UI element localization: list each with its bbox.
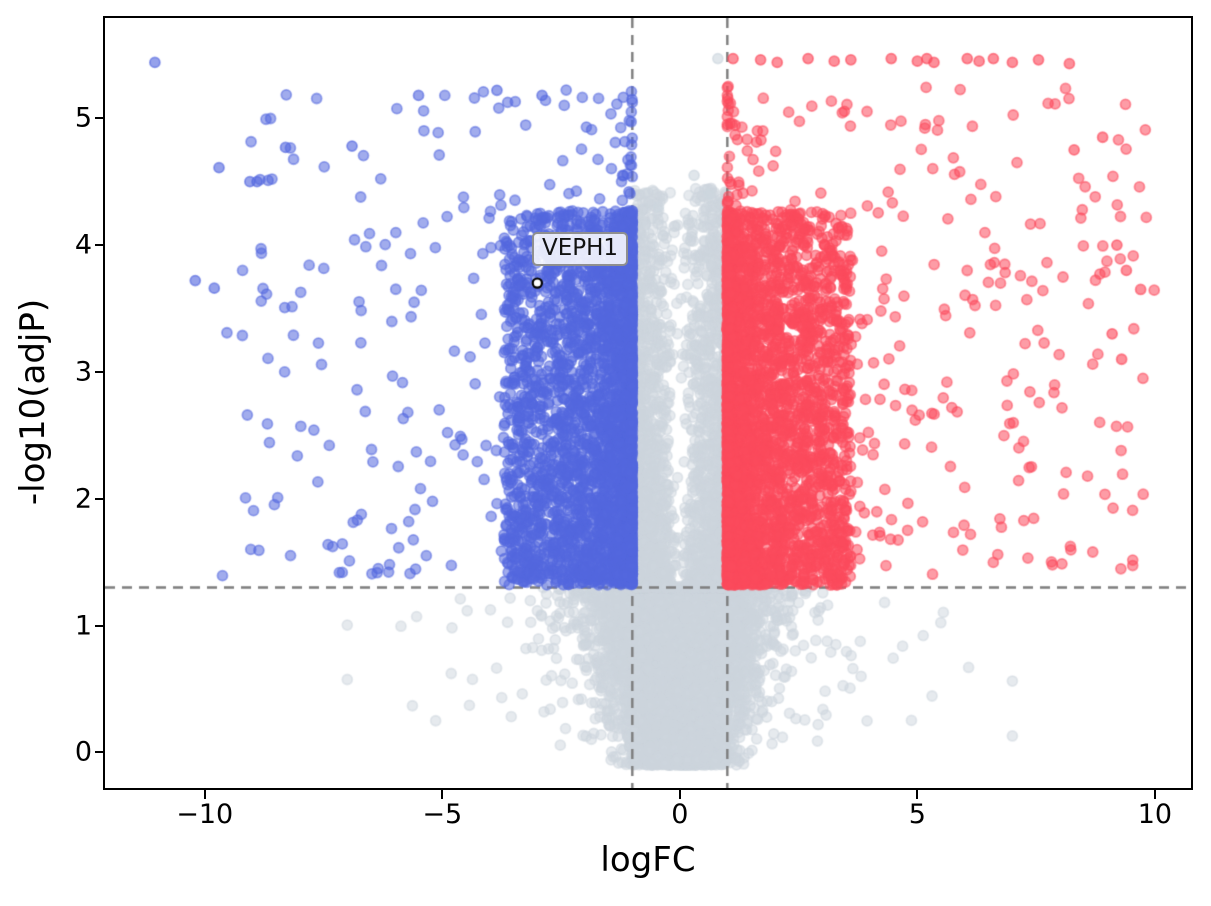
y-tick-label: 5 [74, 102, 92, 134]
x-tick-mark [1153, 790, 1156, 799]
y-tick-mark [95, 624, 104, 627]
scatter-canvas [105, 18, 1191, 788]
x-tick-label: −5 [422, 799, 463, 830]
x-tick-label: 0 [671, 799, 689, 830]
plot-area [103, 16, 1193, 790]
x-tick-mark [441, 790, 444, 799]
y-tick-mark [95, 117, 104, 120]
y-tick-mark [95, 244, 104, 247]
x-tick-label: −10 [176, 799, 234, 830]
gene-annotation-label: VEPH1 [532, 232, 629, 266]
y-tick-mark [95, 751, 104, 754]
y-tick-label: 1 [74, 610, 92, 642]
y-axis-title: -log10(adjP) [13, 298, 53, 506]
y-tick-label: 0 [74, 736, 92, 768]
y-tick-label: 4 [74, 229, 92, 261]
x-tick-label: 5 [908, 799, 926, 830]
y-tick-mark [95, 370, 104, 373]
x-tick-label: 10 [1137, 799, 1173, 830]
y-tick-label: 3 [74, 356, 92, 388]
x-axis-title: logFC [600, 840, 696, 880]
x-tick-mark [916, 790, 919, 799]
y-tick-mark [95, 497, 104, 500]
x-tick-mark [203, 790, 206, 799]
y-tick-label: 2 [74, 483, 92, 515]
x-tick-mark [678, 790, 681, 799]
